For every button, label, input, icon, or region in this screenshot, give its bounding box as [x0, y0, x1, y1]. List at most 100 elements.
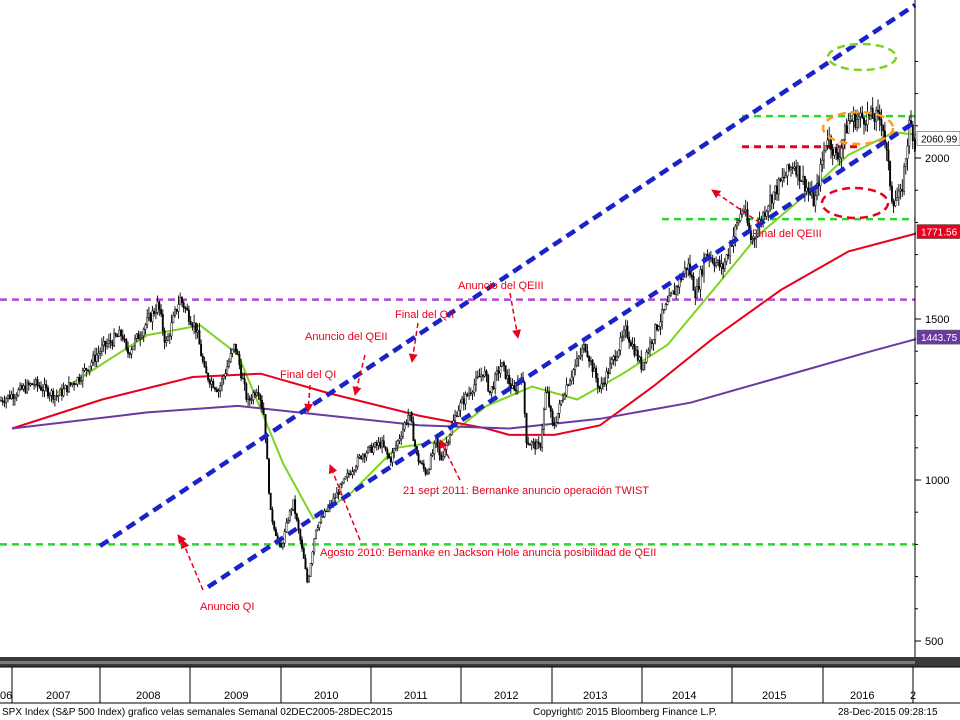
candle-body [819, 164, 822, 187]
candle-body [588, 356, 591, 362]
candle-body [586, 350, 589, 357]
candle-body [283, 531, 286, 544]
candle-body [438, 446, 441, 456]
candle-body [669, 293, 672, 296]
candle-body [301, 539, 303, 549]
candle-body [525, 413, 528, 444]
candle-body [812, 190, 815, 207]
candle-body [781, 177, 784, 181]
candle-body [316, 527, 319, 531]
price-tag-label: 2060.99 [921, 134, 958, 145]
candle-body [10, 394, 13, 399]
candle-body [511, 385, 514, 389]
candle-body [217, 390, 220, 392]
candle-body [831, 149, 834, 156]
candle-body [542, 409, 545, 430]
candle-body [73, 383, 76, 385]
candle-body [598, 386, 601, 390]
candle-body [109, 340, 112, 343]
candle-body [106, 343, 109, 347]
candle-body [701, 269, 704, 275]
annotation-arrow [328, 464, 361, 541]
candle-body [575, 358, 578, 366]
candle-body [351, 471, 354, 475]
candle-body [69, 382, 72, 385]
candle-body [551, 410, 554, 424]
candle-body [495, 370, 498, 375]
candle-body [325, 510, 328, 513]
candle-body [365, 452, 368, 458]
candle-body [64, 385, 67, 390]
candle-body [74, 383, 77, 386]
candle-body [294, 499, 297, 515]
candle-body [483, 370, 486, 377]
candle-body [367, 447, 370, 454]
candle-body [553, 422, 556, 427]
candle-body [727, 254, 730, 257]
candle-body [662, 309, 665, 311]
annotation-arrow [180, 539, 204, 591]
candle-body [668, 295, 671, 302]
candle-body [240, 364, 243, 379]
candle-body [903, 166, 906, 192]
candle-body [602, 382, 604, 385]
candle-body [224, 373, 227, 377]
candle-body [384, 446, 387, 450]
candle-body [66, 385, 69, 393]
candle-body [887, 149, 890, 162]
candle-body [297, 519, 300, 531]
candle-body [104, 341, 107, 347]
x-tick-label: 2016 [850, 690, 874, 702]
candle-body [137, 333, 140, 340]
candle-body [221, 378, 223, 387]
candle-body [273, 521, 276, 530]
candle-body [177, 304, 180, 312]
candle-body [250, 399, 253, 401]
candle-body [796, 165, 799, 176]
candle-body [581, 348, 584, 356]
candle-body [555, 422, 558, 427]
candle-body [751, 238, 754, 241]
candle-body [609, 363, 611, 374]
candle-body [889, 161, 892, 187]
candle-body [649, 341, 651, 352]
annotation-label: Anuncio QI [200, 601, 254, 613]
candle-body [22, 385, 25, 390]
candle-body [127, 348, 129, 354]
candle-body [189, 321, 192, 325]
candle-body [1, 400, 4, 403]
candle-body [426, 472, 429, 475]
candle-body [334, 497, 337, 499]
candle-body [302, 548, 305, 559]
candle-body [428, 468, 430, 474]
y-tick-label: 1000 [925, 475, 949, 487]
candle-body [90, 362, 93, 367]
candle-body [661, 309, 664, 322]
candle-body [802, 176, 805, 182]
candle-body [288, 510, 291, 522]
footer-left: SPX Index (S&P 500 Index) grafico velas … [2, 707, 393, 718]
candle-body [563, 394, 566, 400]
candle-body [603, 382, 606, 385]
candle-body [906, 145, 909, 160]
candle-body [690, 274, 693, 277]
annotation-label: Final del QI [280, 369, 336, 381]
candle-body [664, 304, 667, 310]
candle-body [795, 166, 798, 176]
candle-body [149, 313, 152, 322]
candle-body [770, 195, 773, 204]
candle-body [233, 343, 236, 350]
candle-body [671, 290, 674, 294]
candle-body [161, 313, 164, 332]
candle-body [622, 329, 625, 337]
candle-body [358, 455, 361, 458]
candle-body [424, 468, 427, 475]
candle-body [741, 210, 744, 215]
trend-channel-line [98, 3, 917, 548]
x-tick-label: 2009 [224, 690, 248, 702]
candle-body [537, 441, 540, 445]
x-tick-label: 2013 [583, 690, 607, 702]
candle-body [140, 335, 143, 338]
candle-body [128, 353, 131, 355]
candle-body [13, 396, 16, 399]
